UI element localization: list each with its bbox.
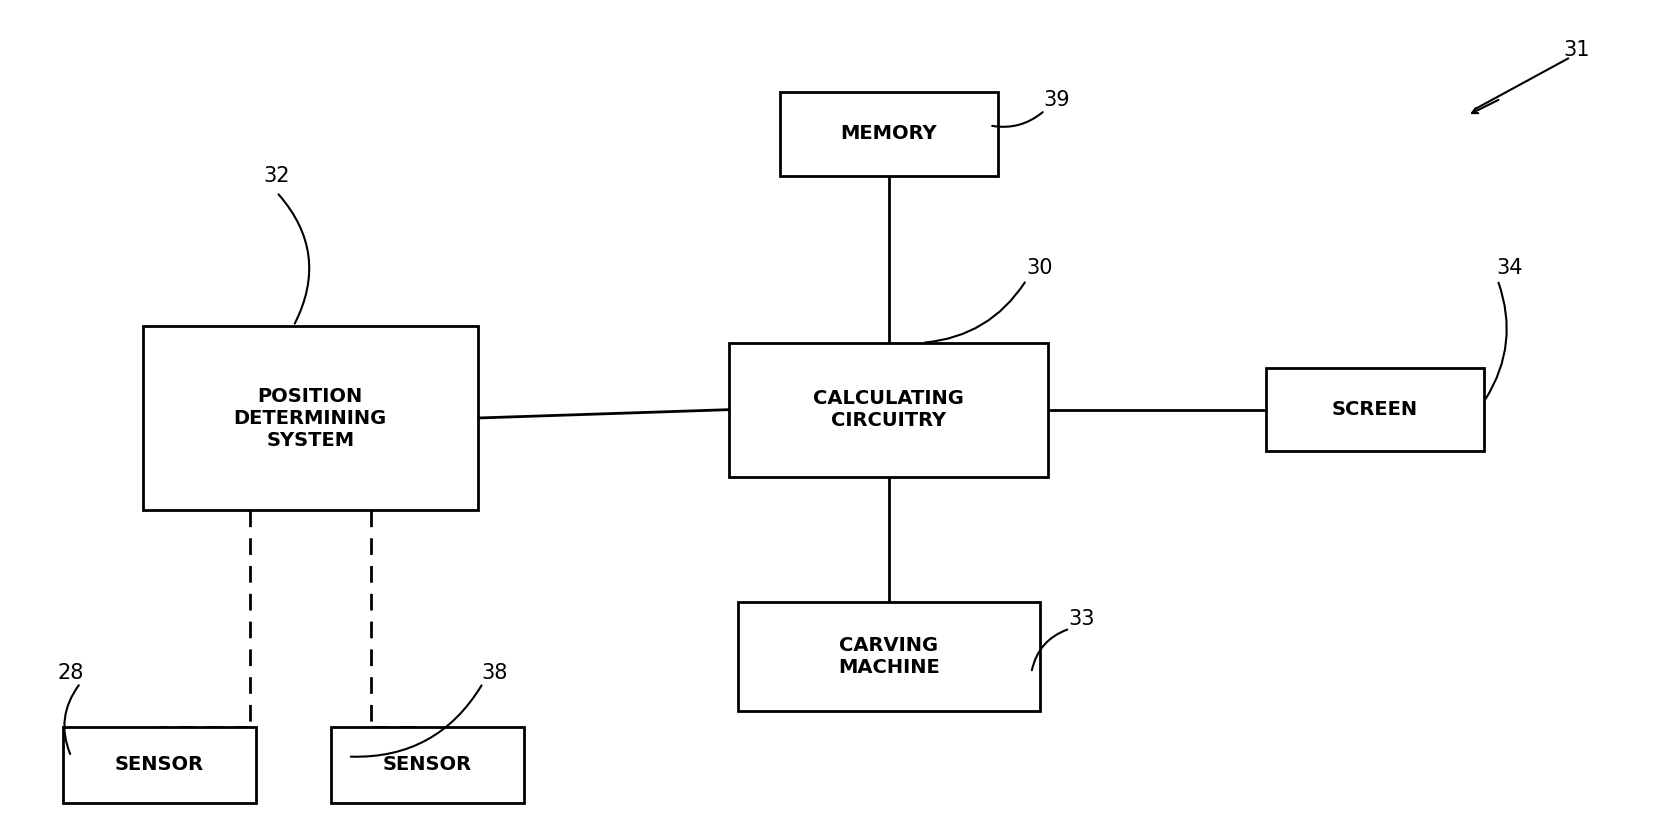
Text: SENSOR: SENSOR <box>382 756 473 774</box>
Text: MEMORY: MEMORY <box>840 125 937 143</box>
Text: 39: 39 <box>1043 90 1070 110</box>
Bar <box>729 343 1048 477</box>
Text: CARVING
MACHINE: CARVING MACHINE <box>838 635 939 677</box>
Text: 38: 38 <box>481 663 508 683</box>
Bar <box>780 92 998 176</box>
Text: SCREEN: SCREEN <box>1332 400 1419 419</box>
Bar <box>1266 368 1484 451</box>
Text: 31: 31 <box>1563 40 1590 60</box>
Text: 33: 33 <box>1068 609 1095 629</box>
Text: SENSOR: SENSOR <box>114 756 205 774</box>
Bar <box>332 727 523 803</box>
Bar <box>738 602 1040 711</box>
Text: 32: 32 <box>263 166 290 186</box>
Text: 28: 28 <box>57 663 84 683</box>
Text: 34: 34 <box>1496 257 1523 278</box>
Text: 30: 30 <box>1026 257 1053 278</box>
Text: CALCULATING
CIRCUITRY: CALCULATING CIRCUITRY <box>813 389 964 431</box>
Text: POSITION
DETERMINING
SYSTEM: POSITION DETERMINING SYSTEM <box>233 386 387 450</box>
Bar <box>64 727 255 803</box>
Bar <box>143 326 478 510</box>
